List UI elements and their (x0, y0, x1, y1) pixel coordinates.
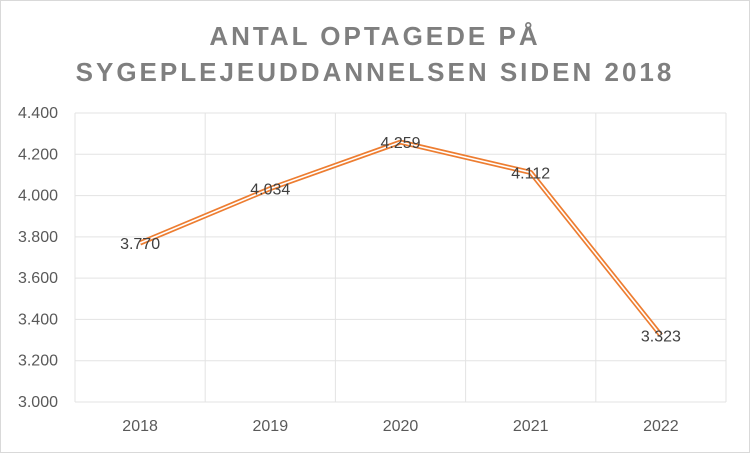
x-tick-label: 2018 (122, 418, 158, 435)
data-label: 3.323 (641, 328, 681, 345)
chart-title-line-2: SYGEPLEJEUDDANNELSEN SIDEN 2018 (75, 57, 675, 87)
y-tick-label: 3.600 (18, 270, 58, 287)
y-tick-label: 4.000 (18, 188, 58, 205)
data-label: 4.259 (380, 135, 420, 152)
data-label: 4.034 (250, 182, 290, 199)
x-tick-label: 2021 (513, 418, 549, 435)
x-tick-label: 2019 (253, 418, 289, 435)
x-tick-label: 2022 (643, 418, 679, 435)
x-tick-label: 2020 (383, 418, 419, 435)
chart-title: ANTAL OPTAGEDE PÅ SYGEPLEJEUDDANNELSEN S… (0, 18, 750, 90)
y-tick-label: 3.000 (18, 394, 58, 411)
y-tick-label: 4.200 (18, 146, 58, 163)
data-label: 4.112 (511, 165, 550, 182)
chart-title-line-1: ANTAL OPTAGEDE PÅ (209, 21, 541, 51)
y-tick-label: 3.800 (18, 229, 58, 246)
series-line-inner (139, 141, 662, 336)
y-tick-label: 4.400 (18, 105, 58, 122)
data-label: 3.770 (120, 236, 160, 253)
y-tick-label: 3.400 (18, 311, 58, 328)
y-tick-label: 3.200 (18, 353, 58, 370)
